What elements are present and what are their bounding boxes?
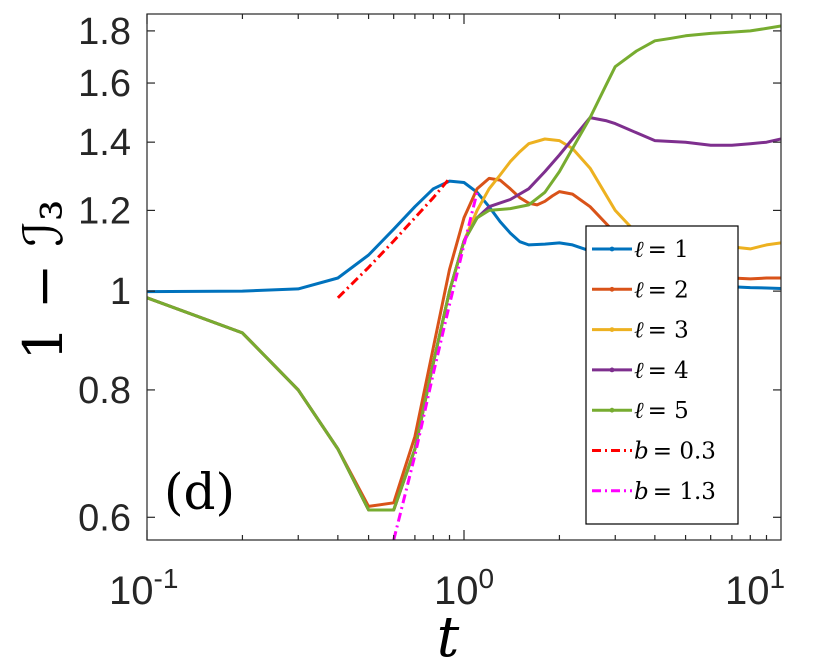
- tick-label-layer: 0.6 0.8 1 1.2 1.4 1.6 1.8 10-1 100 101: [78, 11, 785, 613]
- legend-label: ℓ = 4: [634, 358, 689, 384]
- legend-items: ℓ = 1 ℓ = 2 ℓ = 3 ℓ = 4 ℓ = 5 b = 0.3 b = 1.3: [592, 237, 716, 505]
- legend-marker: [609, 367, 615, 373]
- y-tick-label: 1.2: [78, 190, 131, 232]
- y-tick-label: 0.6: [78, 497, 131, 539]
- legend-label: b = 1.3: [634, 479, 716, 505]
- series-line-7: [392, 191, 479, 540]
- y-tick-label: 1.4: [78, 122, 131, 164]
- legend-box: [585, 225, 739, 525]
- series-layer: [147, 24, 781, 540]
- legend-label: ℓ = 2: [634, 277, 689, 303]
- y-axis-label: 1 − ℐ₃: [12, 200, 75, 361]
- legend-marker: [609, 327, 615, 332]
- y-tick-label: 1.8: [78, 11, 131, 53]
- axes-layer: [146, 13, 782, 541]
- legend-label: b = 0.3: [634, 439, 716, 465]
- y-tick-label: 1.6: [78, 63, 131, 105]
- series-line-5: [147, 24, 781, 512]
- x-tick-label: 10-1: [109, 563, 178, 613]
- x-tick-label: 101: [725, 563, 785, 613]
- legend-marker: [609, 246, 615, 252]
- legend-marker: [609, 407, 615, 413]
- series-line-6: [336, 177, 451, 299]
- x-tick-label: 100: [434, 563, 494, 613]
- x-axis-label: t: [437, 605, 460, 664]
- legend-label: ℓ = 1: [634, 237, 689, 263]
- legend-marker: [609, 286, 615, 292]
- legend: ℓ = 1 ℓ = 2 ℓ = 3 ℓ = 4 ℓ = 5 b = 0.3 b = 1.3: [585, 225, 739, 525]
- legend-label: ℓ = 5: [634, 398, 689, 424]
- y-tick-label: 1: [110, 271, 131, 313]
- y-tick-label: 0.8: [78, 370, 131, 412]
- legend-label: ℓ = 3: [634, 318, 689, 344]
- panel-label: (d): [164, 463, 235, 521]
